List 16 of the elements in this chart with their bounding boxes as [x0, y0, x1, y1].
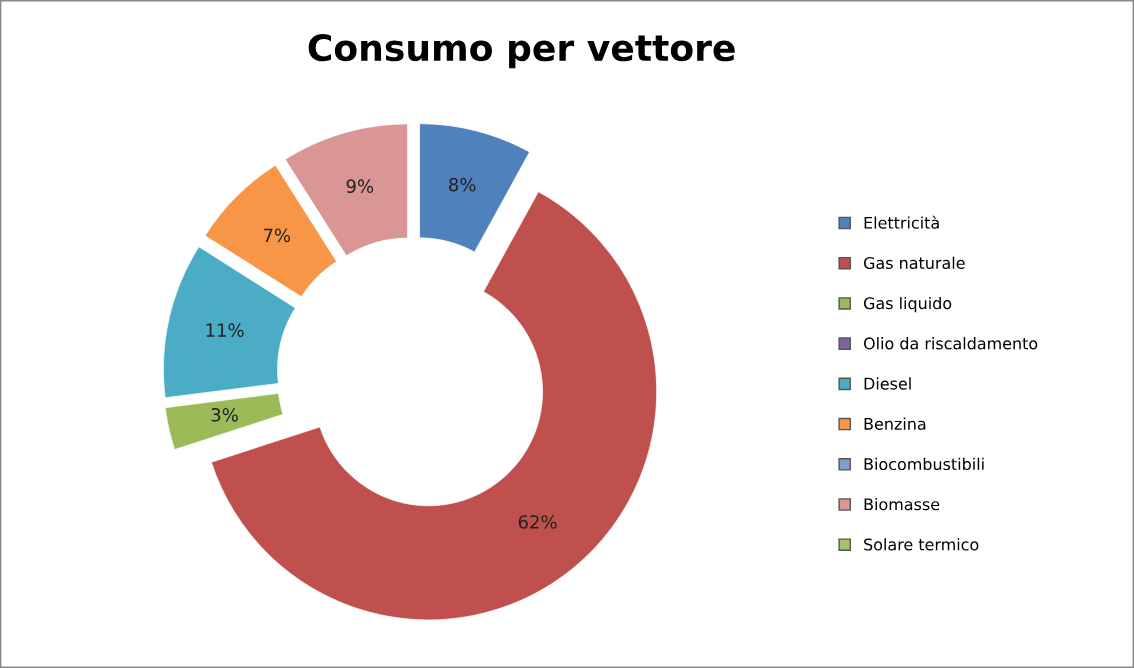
legend-label: Gas naturale [863, 256, 965, 270]
data-label: 9% [346, 179, 374, 194]
legend-label: Olio da riscaldamento [863, 337, 1038, 350]
data-label: 62% [518, 515, 557, 529]
data-label: 7% [263, 228, 291, 243]
legend-label: Diesel [864, 377, 911, 390]
legend-label: Elettricità [864, 215, 939, 229]
legend-label: Solare termico [864, 538, 979, 551]
legend-label: Biocombustibili [864, 457, 984, 471]
legend-label: Gas liquido [863, 296, 952, 313]
chart-title: Consumo per vettore [308, 34, 735, 69]
legend-label: Benzina [864, 417, 926, 430]
data-label: 3% [211, 407, 238, 422]
legend-label: Biomasse [864, 497, 940, 511]
data-label: 11% [206, 323, 244, 337]
data-label: 8% [449, 177, 476, 192]
